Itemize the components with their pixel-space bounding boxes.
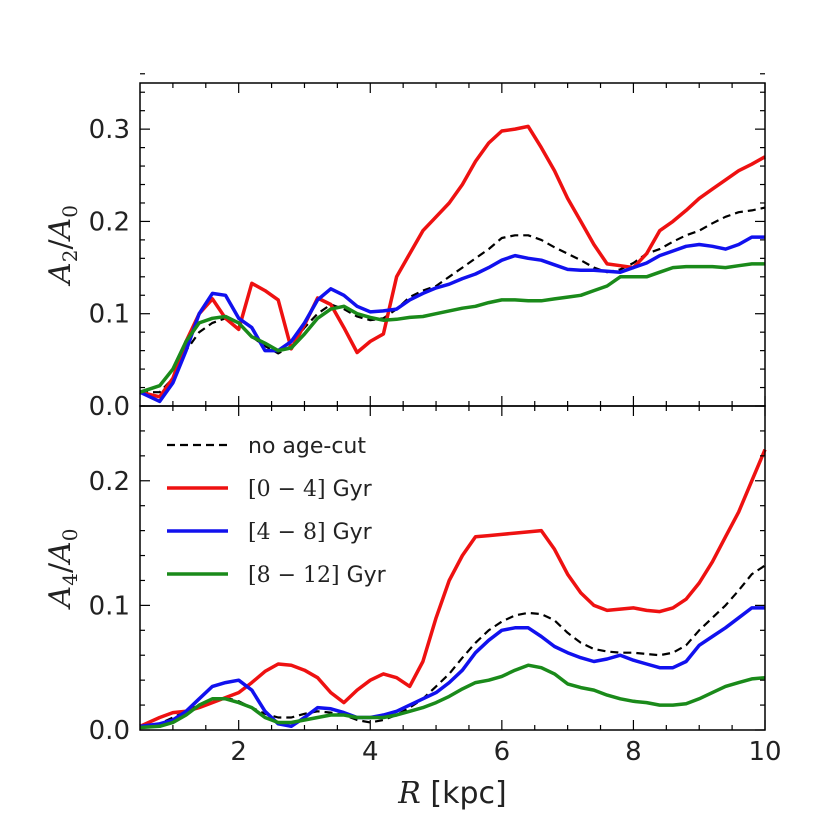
bottom-ylabel-base: A — [43, 586, 78, 611]
top-ylabel-den: A — [43, 218, 78, 243]
bottom-xtick-label: 10 — [748, 737, 781, 767]
legend-entry-math: [4 − 8] — [248, 520, 326, 545]
bottom-xtick-label: 2 — [230, 737, 247, 767]
bottom-ytick-label: 0.2 — [89, 467, 130, 497]
legend-entry-3: [8 − 12] Gyr — [248, 563, 387, 588]
bottom-ylabel-den-sub: 0 — [58, 529, 82, 542]
top-ylabel-base: A — [43, 262, 78, 287]
bottom-series-line-3 — [139, 663, 766, 730]
legend-entry-math: [8 − 12] — [248, 563, 340, 588]
legend-entry-math: [0 − 4] — [248, 477, 326, 502]
bottom-panel-frame — [139, 405, 766, 731]
x-axis-label: R [kpc] — [397, 776, 506, 811]
legend-entry-0: no age-cut — [248, 434, 366, 459]
legend-entry-1: [0 − 4] Gyr — [248, 477, 373, 502]
top-series-line-3 — [139, 262, 765, 394]
x-axis-label-unit: [kpc] — [421, 776, 507, 811]
top-series-line-2 — [139, 235, 765, 404]
bottom-ylabel-sub: 4 — [58, 573, 82, 586]
x-axis-label-var: R — [397, 776, 421, 811]
bottom-series-line-1 — [139, 448, 767, 728]
bottom-ytick-labels: 0.0 0.1 0.2 — [89, 467, 130, 746]
legend-entry-unit: Gyr — [326, 520, 373, 545]
bottom-xtick-label: 6 — [494, 737, 511, 767]
top-ylabel-den-sub: 0 — [58, 205, 82, 218]
top-ytick-label: 0.2 — [89, 207, 130, 237]
legend-entry-unit: Gyr — [340, 563, 387, 588]
top-ytick-label: 0.1 — [89, 300, 130, 330]
bottom-ylabel-den: A — [43, 541, 78, 566]
bottom-panel: 0.00.10.2 2 4 6 8 10 A4/A0 R [kpc] no age-cu… — [43, 405, 782, 811]
legend-entry-unit: Gyr — [326, 477, 373, 502]
top-ytick-label: 0.3 — [89, 115, 130, 145]
bottom-xtick-label: 4 — [362, 737, 379, 767]
legend-entry-2: [4 − 8] Gyr — [248, 520, 373, 545]
top-panel: 0.00.10.20.3 A2/A0 — [43, 73, 766, 422]
top-y-axis-label: A2/A0 — [43, 205, 82, 287]
bottom-ytick-label: 0.1 — [89, 591, 130, 621]
bottom-series-group — [139, 448, 767, 730]
top-ylabel-sub: 2 — [58, 250, 82, 263]
bottom-y-axis-label: A4/A0 — [43, 529, 82, 611]
bottom-series-line-2 — [139, 606, 765, 729]
bottom-xtick-label: 8 — [625, 737, 642, 767]
top-ytick-labels: 0.0 0.1 0.2 0.3 — [89, 115, 130, 422]
legend: no age-cut[0 − 4] Gyr[4 − 8] Gyr[8 − 12]… — [167, 434, 387, 588]
top-series-group — [139, 124, 766, 404]
top-series-line-1 — [139, 124, 766, 399]
bottom-ytick-label: 0.0 — [89, 716, 130, 746]
bottom-ticks-group — [140, 405, 766, 731]
bottom-xtick-labels: 2 4 6 8 10 — [230, 737, 781, 767]
top-ylabel-slash: / — [43, 239, 78, 250]
bottom-ylabel-slash: / — [43, 562, 78, 573]
top-ytick-label: 0.0 — [89, 392, 130, 422]
